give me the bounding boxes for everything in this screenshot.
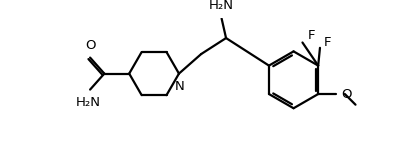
Text: N: N xyxy=(175,80,185,93)
Text: H₂N: H₂N xyxy=(209,0,234,12)
Text: F: F xyxy=(324,36,331,49)
Text: F: F xyxy=(308,29,315,42)
Text: H₂N: H₂N xyxy=(76,96,101,109)
Text: O: O xyxy=(341,88,352,100)
Text: O: O xyxy=(85,39,95,52)
